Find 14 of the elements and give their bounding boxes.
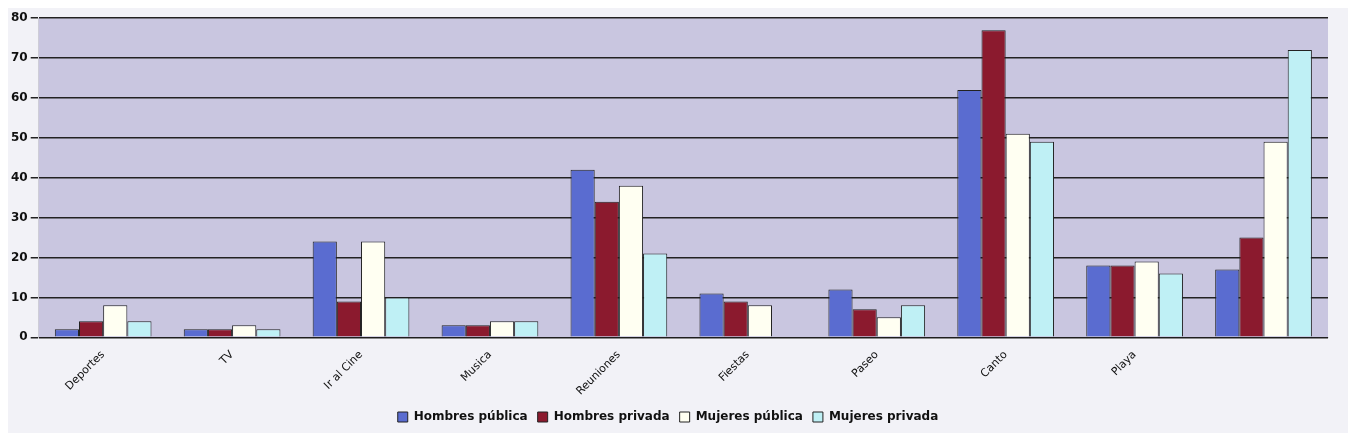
legend-label: Hombres privada xyxy=(553,409,670,424)
legend-label: Mujeres pública xyxy=(695,409,803,424)
y-tick-label: 40 xyxy=(11,169,28,184)
legend-label: Hombres pública xyxy=(413,409,528,424)
y-tick-label: 80 xyxy=(11,10,28,25)
y-tick-label: 20 xyxy=(11,249,28,264)
y-tick-label: 70 xyxy=(11,50,28,65)
y-tick-label: 30 xyxy=(11,209,28,224)
y-tick-label: 0 xyxy=(19,329,28,344)
y-tick-label: 50 xyxy=(11,129,28,144)
legend-label: Mujeres privada xyxy=(828,409,939,424)
x-tick-label: TV xyxy=(216,347,237,368)
y-tick-label: 60 xyxy=(11,90,28,105)
y-tick-label: 10 xyxy=(11,289,28,304)
